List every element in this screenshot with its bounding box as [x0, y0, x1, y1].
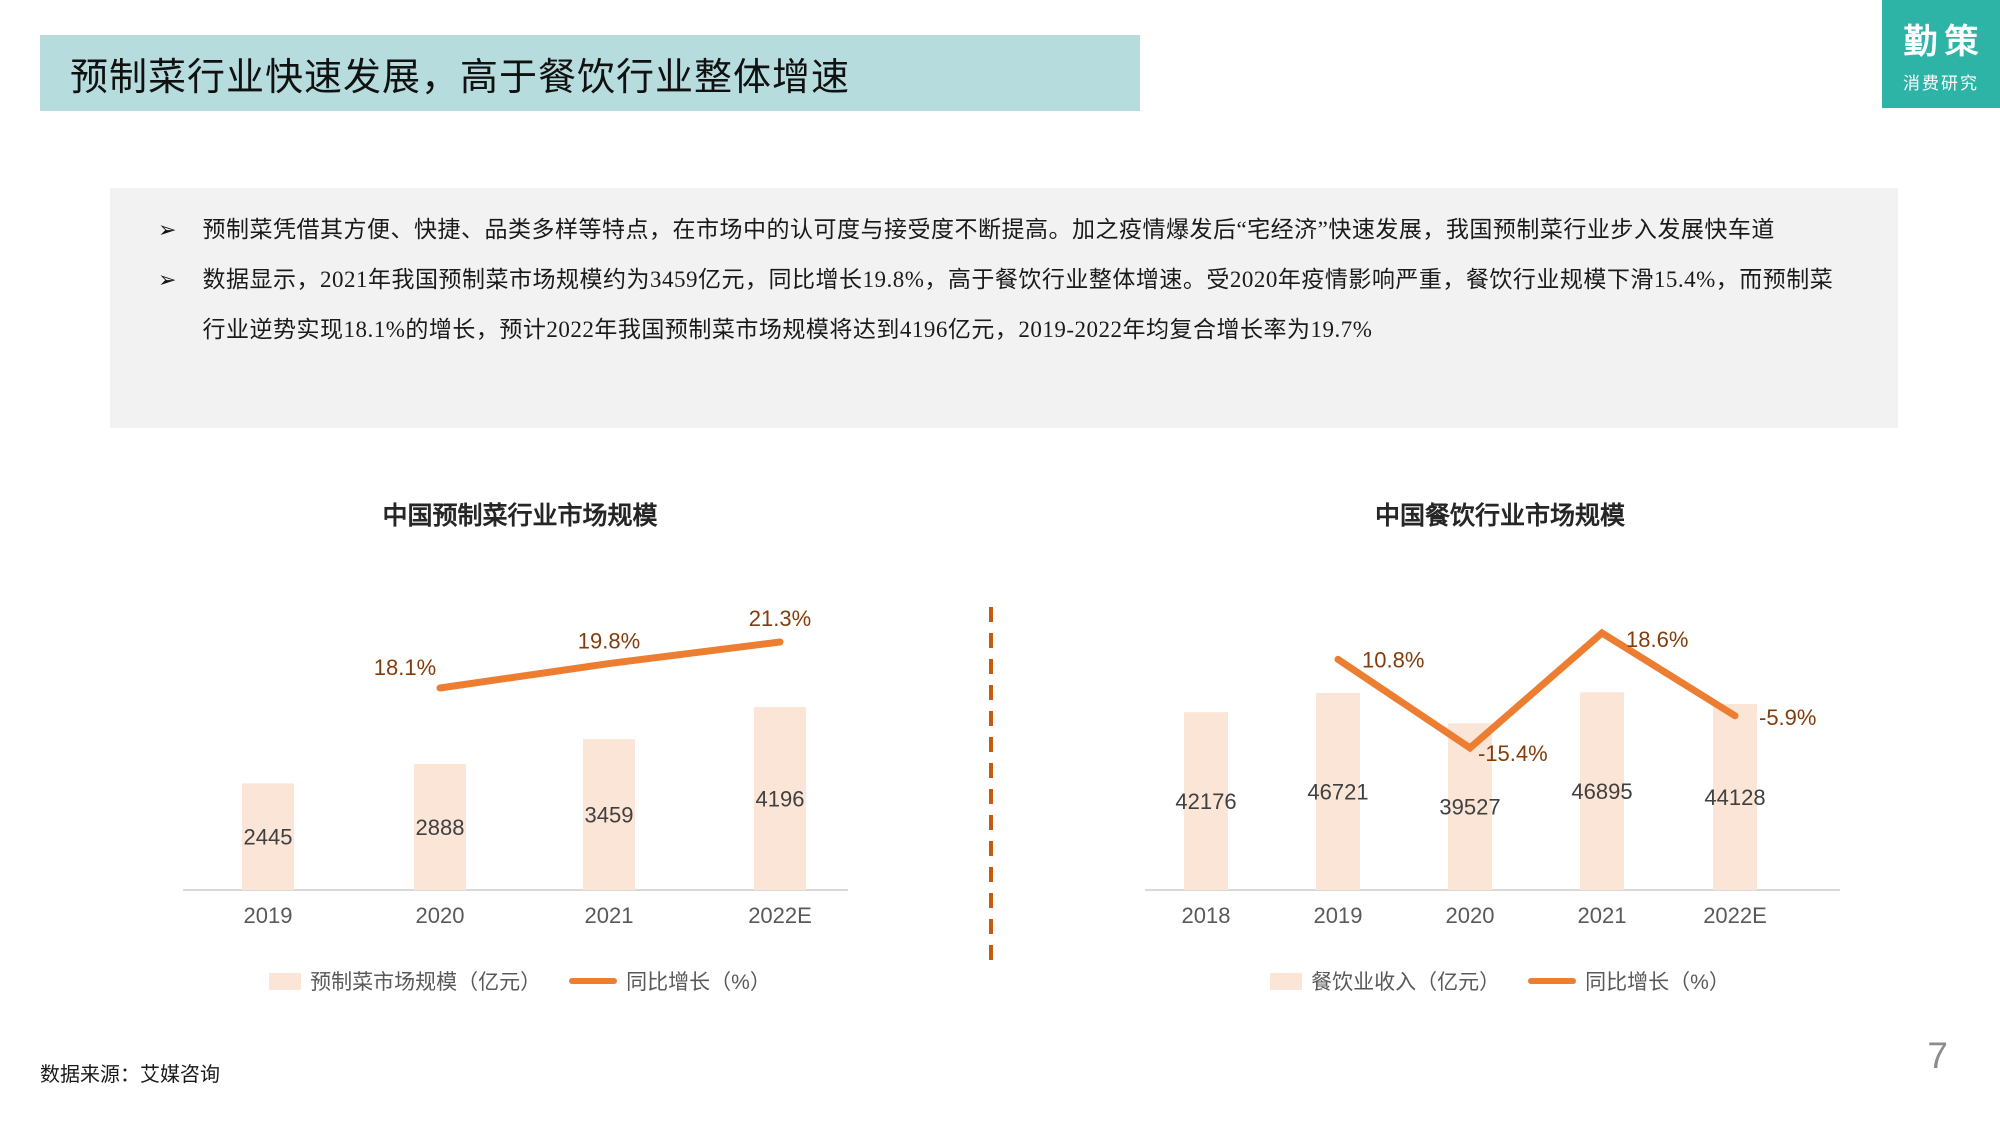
- svg-text:2020: 2020: [416, 903, 465, 928]
- legend-label: 预制菜市场规模（亿元）: [310, 971, 542, 994]
- svg-text:46721: 46721: [1307, 780, 1368, 805]
- svg-text:2018: 2018: [1182, 903, 1231, 928]
- data-source-note: 数据来源：艾媒咨询: [40, 1064, 220, 1086]
- svg-text:2888: 2888: [416, 815, 465, 840]
- svg-text:10.8%: 10.8%: [1362, 647, 1424, 672]
- svg-text:-15.4%: -15.4%: [1478, 741, 1548, 766]
- svg-text:18.1%: 18.1%: [374, 655, 436, 680]
- brand-logo: 勤策 消费研究: [1882, 0, 2000, 108]
- legend-label: 餐饮业收入（亿元）: [1311, 971, 1501, 994]
- dashed-divider: [989, 607, 993, 963]
- svg-text:4196: 4196: [756, 787, 805, 812]
- legend-label: 同比增长（%）: [626, 971, 771, 994]
- chart-title: 中国餐饮行业市场规模: [1374, 502, 1625, 530]
- chart-legend: 预制菜市场规模（亿元） 同比增长（%）: [140, 966, 900, 996]
- svg-text:21.3%: 21.3%: [749, 606, 811, 631]
- svg-text:44128: 44128: [1704, 785, 1765, 810]
- bar-legend-swatch: [1270, 972, 1303, 990]
- svg-text:2021: 2021: [1578, 903, 1627, 928]
- svg-text:2019: 2019: [1314, 903, 1363, 928]
- chart-canvas: 42176 2018 46721 2019 39527 2020 46895 2021 4412…: [1145, 627, 1840, 928]
- svg-text:2022E: 2022E: [748, 903, 812, 928]
- line-legend-swatch: [569, 978, 618, 984]
- svg-text:2021: 2021: [585, 903, 634, 928]
- bullet-arrow-icon: ➢: [158, 217, 177, 242]
- precooked-food-market-chart: 中国预制菜行业市场规模 2445 2019 2888 2020 3459 2021 4196…: [140, 495, 900, 996]
- chart-legend: 餐饮业收入（亿元） 同比增长（%）: [1120, 966, 1880, 996]
- svg-text:-5.9%: -5.9%: [1759, 705, 1816, 730]
- summary-panel: ➢ 预制菜凭借其方便、快捷、品类多样等特点，在市场中的认可度与接受度不断提高。加…: [110, 188, 1898, 428]
- bullet-item: ➢ 预制菜凭借其方便、快捷、品类多样等特点，在市场中的认可度与接受度不断提高。加…: [158, 205, 1853, 255]
- legend-label: 同比增长（%）: [1585, 971, 1730, 994]
- bullet-text: 数据显示，2021年我国预制菜市场规模约为3459亿元，同比增长19.8%，高于…: [202, 267, 1834, 342]
- svg-text:2445: 2445: [244, 825, 293, 850]
- svg-text:39527: 39527: [1439, 795, 1500, 820]
- bar-legend-swatch: [269, 972, 302, 990]
- brand-subtitle: 消费研究: [1903, 74, 1979, 93]
- chart-canvas: 2445 2019 2888 2020 3459 2021 4196 2022E 18.1% 19…: [183, 606, 848, 928]
- bullet-item: ➢ 数据显示，2021年我国预制菜市场规模约为3459亿元，同比增长19.8%，…: [158, 255, 1853, 355]
- bullet-text: 预制菜凭借其方便、快捷、品类多样等特点，在市场中的认可度与接受度不断提高。加之疫…: [202, 217, 1775, 242]
- svg-text:18.6%: 18.6%: [1626, 627, 1688, 652]
- catering-market-chart: 中国餐饮行业市场规模 42176 2018 46721 2019 39527 2020 46…: [1120, 495, 1880, 996]
- svg-text:19.8%: 19.8%: [578, 629, 640, 654]
- bullet-arrow-icon: ➢: [158, 267, 177, 292]
- svg-text:2019: 2019: [244, 903, 293, 928]
- svg-text:46895: 46895: [1571, 779, 1632, 804]
- svg-text:3459: 3459: [585, 803, 634, 828]
- svg-text:42176: 42176: [1175, 789, 1236, 814]
- line-legend-swatch: [1528, 978, 1577, 984]
- svg-text:2022E: 2022E: [1703, 903, 1767, 928]
- title-banner: 预制菜行业快速发展，高于餐饮行业整体增速: [40, 35, 1140, 111]
- page-title: 预制菜行业快速发展，高于餐饮行业整体增速: [70, 56, 851, 99]
- chart-title: 中国预制菜行业市场规模: [382, 502, 658, 530]
- page-number: 7: [1927, 1035, 1948, 1076]
- brand-name: 勤策: [1903, 23, 1986, 61]
- svg-text:2020: 2020: [1446, 903, 1495, 928]
